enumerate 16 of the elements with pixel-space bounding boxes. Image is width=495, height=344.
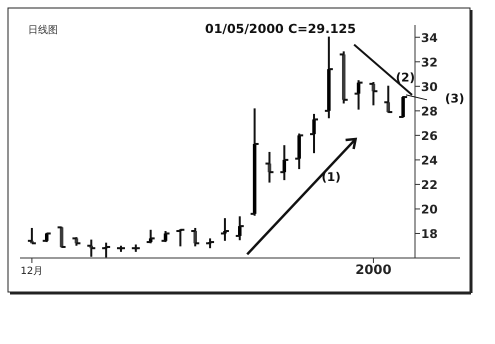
y-tick-label: 24	[421, 153, 438, 168]
y-tick-label: 28	[421, 104, 438, 118]
y-tick-label: 20	[421, 202, 438, 216]
annotation: (2)	[396, 70, 416, 85]
y-tick-label: 18	[421, 226, 438, 241]
x-tick-label: 2000	[355, 263, 392, 278]
y-tick-label: 32	[421, 55, 438, 70]
chart-subtitle: 01/05/2000 C=29.125	[205, 21, 356, 36]
y-tick-label: 26	[421, 128, 438, 143]
x-tick-label: 12月	[20, 266, 44, 277]
y-tick-label: 34	[421, 30, 438, 45]
y-tick-label: 22	[421, 178, 438, 192]
y-tick-label: 30	[421, 80, 438, 94]
chart-title: 日线图	[28, 24, 58, 36]
text: (3)	[445, 92, 464, 106]
annotation: (1)	[321, 170, 341, 184]
